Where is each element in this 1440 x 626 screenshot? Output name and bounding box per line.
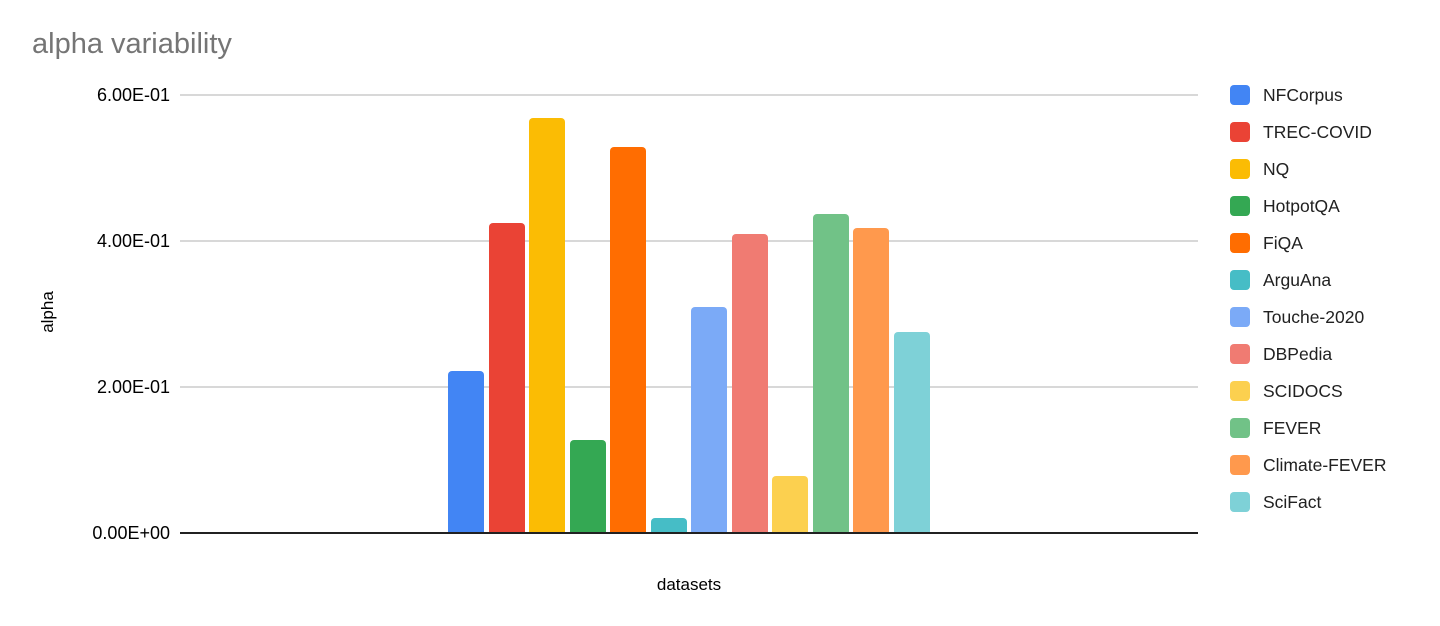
legend-swatch-icon — [1230, 159, 1250, 179]
legend-item-dbpedia[interactable]: DBPedia — [1230, 344, 1387, 364]
bar-nfcorpus[interactable] — [448, 370, 484, 533]
legend-label: Touche-2020 — [1263, 306, 1365, 327]
legend-label: HotpotQA — [1263, 195, 1340, 216]
chart-title: alpha variability — [32, 28, 232, 60]
y-axis-tick-4-00e-01: 4.00E-01 — [96, 231, 170, 251]
gridline-6-00e-01 — [180, 94, 1198, 96]
bar-dbpedia[interactable] — [731, 233, 768, 533]
legend-item-touche-2020[interactable]: Touche-2020 — [1230, 307, 1387, 327]
legend-label: TREC-COVID — [1263, 121, 1372, 142]
x-axis-title: datasets — [656, 575, 722, 594]
bar-nq[interactable] — [529, 118, 565, 533]
bar-trec-covid[interactable] — [488, 222, 525, 533]
y-axis-tick-0-00e-00: 0.00E+00 — [92, 523, 170, 543]
legend-swatch-icon — [1230, 307, 1250, 327]
legend-swatch-icon — [1230, 455, 1250, 475]
y-axis-title: alpha — [38, 291, 57, 333]
gridline-2-00e-01 — [180, 386, 1198, 388]
x-axis-line — [180, 532, 1198, 534]
legend: NFCorpus TREC-COVID NQ HotpotQA FiQA ArguAna T… — [1230, 85, 1387, 529]
legend-item-nfcorpus[interactable]: NFCorpus — [1230, 85, 1387, 105]
legend-label: DBPedia — [1263, 343, 1333, 364]
legend-label: ArguAna — [1263, 269, 1332, 290]
legend-item-scifact[interactable]: SciFact — [1230, 492, 1387, 512]
legend-label: FEVER — [1263, 417, 1322, 438]
bar-arguana[interactable] — [650, 518, 687, 533]
legend-label: NQ — [1263, 158, 1290, 179]
bar-scifact[interactable] — [893, 332, 930, 533]
bar-fiqa[interactable] — [610, 146, 646, 533]
y-axis-tick-6-00e-01: 6.00E-01 — [96, 85, 170, 105]
legend-swatch-icon — [1230, 492, 1250, 512]
legend-swatch-icon — [1230, 418, 1250, 438]
legend-swatch-icon — [1230, 270, 1250, 290]
legend-item-nq[interactable]: NQ — [1230, 159, 1387, 179]
legend-label: SCIDOCS — [1263, 380, 1343, 401]
legend-swatch-icon — [1230, 344, 1250, 364]
bar-hotpotqa[interactable] — [569, 440, 606, 533]
legend-swatch-icon — [1230, 122, 1250, 142]
bar-scidocs[interactable] — [772, 476, 808, 533]
legend-item-fever[interactable]: FEVER — [1230, 418, 1387, 438]
legend-item-scidocs[interactable]: SCIDOCS — [1230, 381, 1387, 401]
legend-swatch-icon — [1230, 85, 1250, 105]
legend-item-climate-fever[interactable]: Climate-FEVER — [1230, 455, 1387, 475]
legend-swatch-icon — [1230, 381, 1250, 401]
legend-label: FiQA — [1263, 232, 1303, 253]
plot-area — [180, 94, 1198, 534]
legend-swatch-icon — [1230, 233, 1250, 253]
y-axis-tick-2-00e-01: 2.00E-01 — [96, 377, 170, 397]
legend-item-hotpotqa[interactable]: HotpotQA — [1230, 196, 1387, 216]
legend-label: Climate-FEVER — [1263, 454, 1387, 475]
bar-touche-2020[interactable] — [691, 306, 727, 533]
legend-label: NFCorpus — [1263, 84, 1343, 105]
legend-item-trec-covid[interactable]: TREC-COVID — [1230, 122, 1387, 142]
bar-fever[interactable] — [812, 214, 849, 533]
bar-climate-fever[interactable] — [853, 227, 889, 533]
legend-swatch-icon — [1230, 196, 1250, 216]
legend-label: SciFact — [1263, 491, 1322, 512]
gridline-4-00e-01 — [180, 240, 1198, 242]
legend-item-fiqa[interactable]: FiQA — [1230, 233, 1387, 253]
legend-item-arguana[interactable]: ArguAna — [1230, 270, 1387, 290]
